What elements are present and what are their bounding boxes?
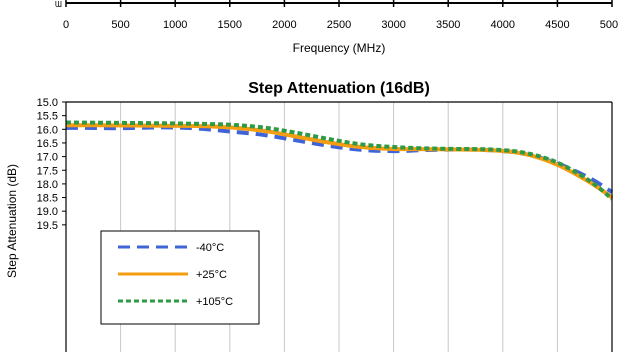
y-axis-label: Step Attenuation (dB)	[5, 164, 19, 278]
legend-label-1: -40°C	[196, 242, 224, 254]
top-chart-x-tick-label: 1000	[163, 19, 187, 31]
y-tick-label: 16.5	[37, 138, 58, 150]
top-chart-x-tick-label: 4000	[491, 19, 515, 31]
top-chart-x-tick-label: 3500	[436, 19, 460, 31]
y-tick-label: 19.0	[37, 206, 58, 218]
top-chart-x-tick-label: 4500	[545, 19, 569, 31]
y-tick-label: 18.5	[37, 193, 58, 205]
y-tick-label: 17.5	[37, 165, 58, 177]
legend-label-2: +25°C	[196, 269, 227, 281]
top-chart-x-axis-label: Frequency (MHz)	[293, 41, 386, 55]
y-tick-label: 17.0	[37, 152, 58, 164]
grid-lines	[120, 102, 558, 352]
y-tick-labels: 15.0 15.516.0 16.5 17.017.5 18.0 18.519.0 19.5	[37, 97, 66, 232]
top-chart-x-ticks: 0 500 1000 1500 2000 2500 3000 3500 4000 4500 5000	[63, 0, 618, 31]
top-chart-x-tick-label: 1500	[218, 19, 242, 31]
y-tick-label: 19.5	[37, 220, 58, 232]
top-chart-x-tick-label: 0	[63, 19, 69, 31]
y-tick-label: 15.0	[37, 97, 58, 109]
top-chart-x-tick-label: 5000	[600, 19, 618, 31]
chart-title: Step Attenuation (16dB)	[248, 80, 430, 97]
y-tick-label: 15.5	[37, 111, 58, 123]
series-lines	[65, 120, 614, 201]
legend-label-3: +105°C	[196, 296, 233, 308]
top-chart-x-tick-label: 3000	[381, 19, 405, 31]
y-tick-label: 16.0	[37, 124, 58, 136]
top-chart-x-tick-label: 2500	[327, 19, 351, 31]
legend: -40°C +25°C +105°C	[100, 230, 260, 325]
top-chart-fragment: Ɯ 0 500 1000 1500 2000 2500 3000 3500 4000 4500 50…	[55, 0, 618, 55]
top-chart-y-tick-remnant: Ɯ	[55, 0, 62, 9]
series-line-2	[65, 123, 614, 200]
top-chart-x-tick-label: 2000	[272, 19, 296, 31]
y-tick-label: 18.0	[37, 179, 58, 191]
legend-box	[100, 230, 260, 325]
top-chart-x-tick-label: 500	[111, 19, 129, 31]
